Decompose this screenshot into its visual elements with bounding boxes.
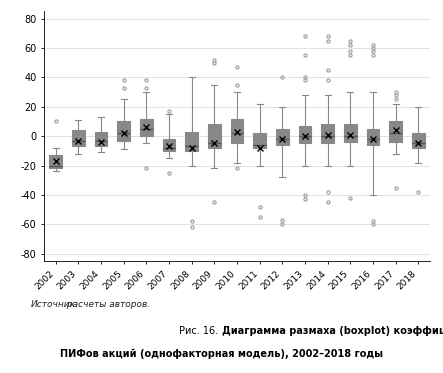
PathPatch shape [231, 119, 243, 144]
PathPatch shape [50, 155, 62, 169]
PathPatch shape [95, 132, 107, 147]
PathPatch shape [253, 133, 266, 148]
PathPatch shape [344, 124, 357, 142]
Text: Диаграмма размаха (boxplot) коэффициентов альфа: Диаграмма размаха (boxplot) коэффициенто… [222, 326, 443, 336]
PathPatch shape [72, 130, 85, 147]
PathPatch shape [412, 133, 424, 148]
PathPatch shape [117, 122, 130, 141]
PathPatch shape [276, 129, 288, 145]
PathPatch shape [389, 122, 402, 142]
PathPatch shape [208, 124, 221, 148]
Text: расчеты авторов.: расчеты авторов. [64, 300, 150, 309]
PathPatch shape [367, 129, 379, 145]
Text: ПИФов акций (однофакторная модель), 2002–2018 годы: ПИФов акций (однофакторная модель), 2002… [60, 349, 383, 359]
PathPatch shape [163, 139, 175, 151]
Text: Источник:: Источник: [31, 300, 79, 309]
PathPatch shape [186, 132, 198, 151]
PathPatch shape [299, 126, 311, 144]
PathPatch shape [322, 124, 334, 144]
PathPatch shape [140, 119, 152, 136]
Text: Рис. 16.: Рис. 16. [179, 326, 222, 336]
